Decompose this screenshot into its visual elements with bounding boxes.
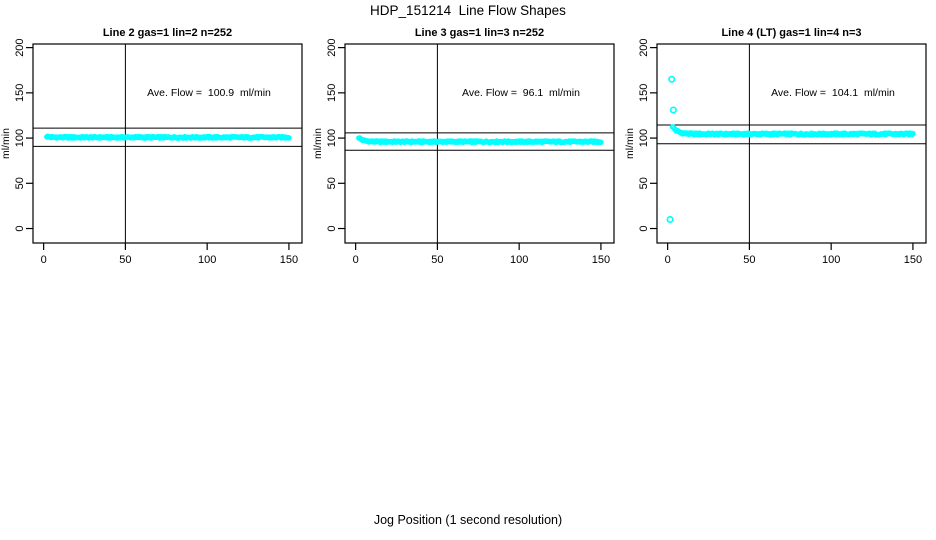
panel-title-line-3: Line 3 gas=1 lin=3 n=252	[414, 27, 545, 39]
svg-text:50: 50	[119, 254, 131, 266]
svg-text:50: 50	[14, 177, 26, 189]
svg-text:150: 150	[638, 84, 650, 102]
plot-line-3: 0 50 100 150 0 50 100 150 200 ml/min	[312, 38, 615, 266]
svg-text:200: 200	[638, 38, 650, 56]
svg-text:ml/min: ml/min	[312, 128, 324, 159]
svg-text:50: 50	[431, 254, 443, 266]
panel-title-line-4: Line 4 (LT) gas=1 lin=4 n=3	[721, 27, 862, 39]
ave-flow-annotation-line-3: Ave. Flow = 96.1 ml/min	[462, 87, 580, 99]
svg-text:0: 0	[665, 254, 671, 266]
figure-title: HDP_151214 Line Flow Shapes	[370, 3, 566, 18]
svg-text:150: 150	[326, 84, 338, 102]
svg-text:100: 100	[14, 129, 26, 147]
plot-line-2: 0 50 100 150 0 50 100 150 200 ml/min	[0, 38, 303, 266]
ave-flow-annotation-line-4: Ave. Flow = 104.1 ml/min	[771, 87, 895, 99]
ave-flow-annotation-line-2: Ave. Flow = 100.9 ml/min	[147, 87, 271, 99]
svg-text:50: 50	[743, 254, 755, 266]
panel-title-line-2: Line 2 gas=1 lin=2 n=252	[102, 27, 233, 39]
svg-text:0: 0	[14, 225, 26, 231]
svg-text:100: 100	[822, 254, 840, 266]
svg-text:150: 150	[904, 254, 922, 266]
svg-text:ml/min: ml/min	[0, 128, 12, 159]
svg-text:100: 100	[326, 129, 338, 147]
panel-line-4: Line 4 (LT) gas=1 lin=4 n=3 Ave. Flow = …	[624, 0, 936, 270]
svg-text:0: 0	[41, 254, 47, 266]
panel-line-2: Line 2 gas=1 lin=2 n=252 Ave. Flow = 100…	[0, 0, 312, 270]
svg-text:150: 150	[14, 84, 26, 102]
svg-text:100: 100	[510, 254, 528, 266]
plot-line-4: 0 50 100 150 0 50 100 150 200 ml/min	[624, 38, 927, 266]
x-axis-label: Jog Position (1 second resolution)	[373, 513, 563, 527]
svg-text:50: 50	[326, 177, 338, 189]
svg-text:0: 0	[326, 225, 338, 231]
panel-line-3: Line 3 gas=1 lin=3 n=252 Ave. Flow = 96.…	[312, 0, 624, 270]
svg-text:50: 50	[638, 177, 650, 189]
svg-text:200: 200	[14, 38, 26, 56]
svg-text:200: 200	[326, 38, 338, 56]
panels-row: Line 2 gas=1 lin=2 n=252 Ave. Flow = 100…	[0, 0, 936, 270]
svg-text:ml/min: ml/min	[624, 128, 636, 159]
svg-text:0: 0	[353, 254, 359, 266]
svg-text:100: 100	[638, 129, 650, 147]
svg-text:150: 150	[592, 254, 610, 266]
svg-text:150: 150	[280, 254, 298, 266]
svg-text:0: 0	[638, 225, 650, 231]
svg-text:100: 100	[198, 254, 216, 266]
